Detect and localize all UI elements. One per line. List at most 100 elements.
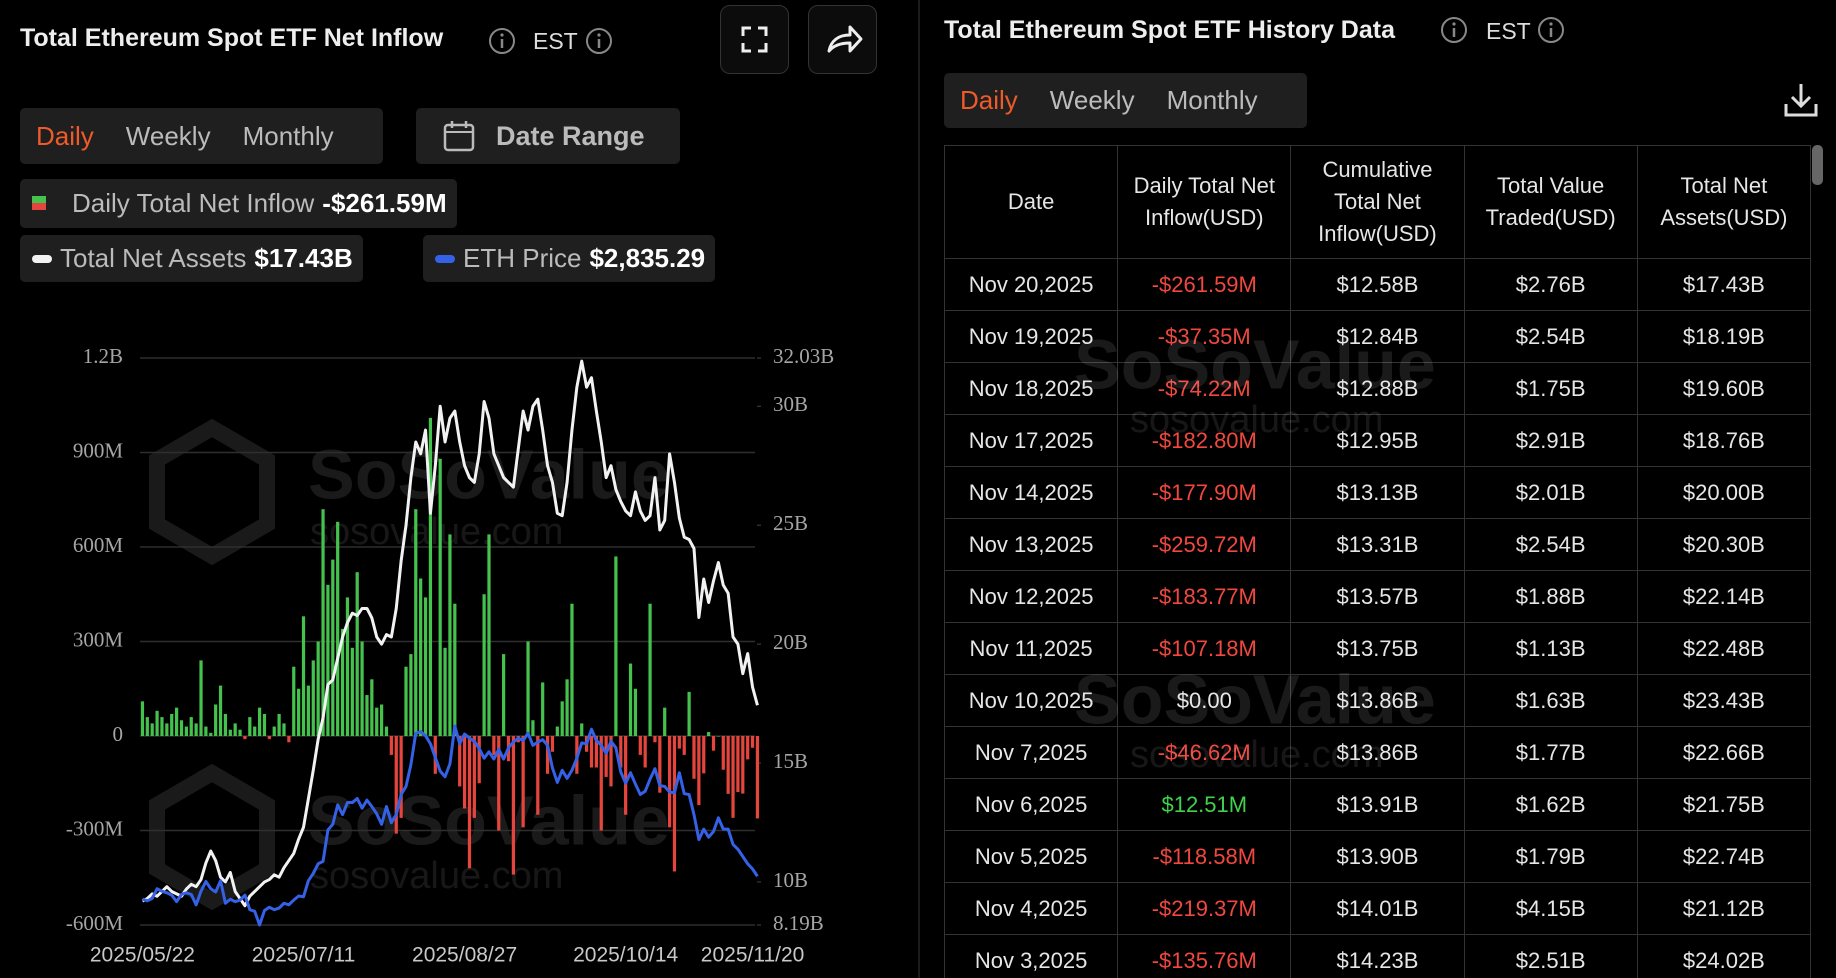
bar (628, 663, 633, 736)
table-cell: Nov 19,2025 (944, 310, 1119, 363)
table-cell: $14.01B (1290, 882, 1465, 935)
table-cell: -$261.59M (1117, 258, 1292, 311)
table-cell: -$37.35M (1117, 310, 1292, 363)
bar (682, 736, 686, 755)
watermark-site: sosovalue.com (310, 855, 563, 897)
table-cell: $2.54B (1463, 310, 1638, 363)
bar (458, 736, 462, 787)
bar (609, 736, 613, 787)
bar (272, 726, 276, 736)
tab-weekly[interactable]: Weekly (125, 120, 211, 151)
bar (409, 654, 413, 736)
bar (545, 736, 550, 774)
bar (165, 723, 169, 736)
bar (692, 736, 696, 779)
legend-value: $2,835.29 (589, 243, 706, 273)
tab-monthly[interactable]: Monthly (242, 120, 334, 151)
bar (726, 736, 730, 794)
tab-daily[interactable]: Daily (960, 85, 1018, 115)
table-cell: $24.02B (1636, 934, 1811, 978)
info-icon[interactable] (584, 26, 614, 56)
bar (604, 736, 608, 777)
fullscreen-button[interactable] (720, 5, 789, 74)
table-cell: $20.00B (1636, 466, 1811, 519)
table-cell: $13.13B (1290, 466, 1465, 519)
table-row: Nov 14,2025 -$177.90M $13.13B $2.01B $20.00B (944, 466, 1811, 519)
y2-tick-label: 15B (773, 749, 808, 773)
table-cell: Nov 14,2025 (944, 466, 1119, 519)
tab-weekly[interactable]: Weekly (1049, 85, 1135, 115)
table-cell: Nov 20,2025 (944, 258, 1119, 311)
bar (580, 723, 584, 736)
history-timezone: EST (1486, 18, 1531, 44)
y2-tick-label: 32.03B (773, 344, 834, 368)
table-cell: $22.48B (1636, 622, 1811, 675)
table-cell: Nov 4,2025 (944, 882, 1119, 935)
tab-monthly[interactable]: Monthly (1166, 85, 1258, 115)
table-cell: -$182.80M (1117, 414, 1292, 467)
table-cell: $2.91B (1463, 414, 1638, 467)
table-cell: $1.13B (1463, 622, 1638, 675)
table-row: Nov 3,2025 -$135.76M $14.23B $2.51B $24.02B (944, 934, 1811, 978)
bar (287, 736, 291, 743)
info-icon[interactable] (1439, 15, 1469, 45)
info-icon[interactable] (1536, 15, 1566, 45)
table-row: Nov 13,2025 -$259.72M $13.31B $2.54B $20.30B (944, 518, 1811, 571)
table-row: Nov 11,2025 -$107.18M $13.75B $1.13B $22.48B (944, 622, 1811, 675)
bar (321, 509, 325, 736)
bar (370, 679, 374, 736)
bar (443, 647, 447, 736)
bar (531, 720, 535, 736)
table-cell: $2.51B (1463, 934, 1638, 978)
bar (731, 736, 735, 818)
bar (570, 603, 574, 736)
y-tick-label: -600M (66, 911, 123, 935)
table-cell: $22.74B (1636, 830, 1811, 883)
column-header: Total Value Traded(USD) (1463, 145, 1638, 259)
tab-daily[interactable]: Daily (36, 120, 94, 151)
bar (218, 685, 223, 736)
table-cell: $19.60B (1636, 362, 1811, 415)
table-cell: $14.23B (1290, 934, 1465, 978)
column-header: Cumulative Total Net Inflow(USD) (1290, 145, 1465, 259)
scrollbar-thumb[interactable] (1812, 145, 1823, 185)
bar (170, 713, 174, 736)
bar (160, 717, 164, 736)
bar (536, 736, 540, 815)
legend-swatch-eth (435, 254, 455, 263)
legend-swatch-assets (32, 254, 52, 263)
bar (492, 736, 496, 755)
bar (253, 726, 257, 736)
table-cell: Nov 7,2025 (944, 726, 1119, 779)
fullscreen-icon (741, 26, 768, 53)
bar (619, 736, 623, 768)
history-title: Total Ethereum Spot ETF History Data (944, 16, 1395, 44)
bar (189, 717, 193, 736)
table-cell: $23.43B (1636, 674, 1811, 727)
table-cell: -$118.58M (1117, 830, 1292, 883)
bar (209, 732, 213, 736)
table-cell: $22.66B (1636, 726, 1811, 779)
legend-label: ETH Price (463, 243, 582, 273)
share-button[interactable] (808, 5, 877, 74)
bar (297, 688, 301, 736)
chart: SoSoValue sosovalue.com SoSoValue sosova… (66, 344, 834, 967)
bar (658, 736, 662, 793)
bar (414, 509, 418, 736)
download-button[interactable] (1781, 80, 1821, 120)
bar (521, 736, 525, 828)
bar (541, 682, 545, 736)
bar (389, 736, 393, 755)
table-row: Nov 20,2025 -$261.59M $12.58B $2.76B $17.43B (944, 258, 1811, 311)
y-tick-label: 600M (73, 533, 124, 557)
bar (199, 660, 203, 736)
bar (555, 726, 559, 736)
bar (472, 736, 476, 818)
bar (375, 707, 379, 736)
bar (336, 521, 340, 736)
table-cell: -$74.22M (1117, 362, 1292, 415)
info-icon[interactable] (487, 26, 517, 56)
date-range-button[interactable]: Date Range (416, 108, 680, 164)
bar (355, 572, 359, 736)
